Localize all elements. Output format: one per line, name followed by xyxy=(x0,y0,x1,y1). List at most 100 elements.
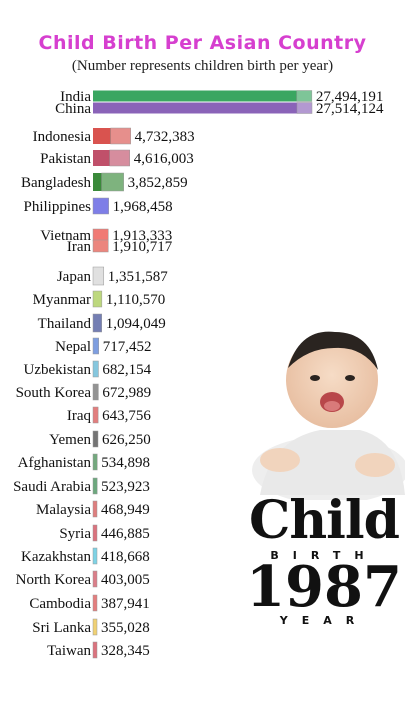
bar-uzbekistan xyxy=(93,361,99,377)
bar-iraq xyxy=(93,407,99,423)
bar-afghanistan xyxy=(93,454,98,470)
category-label: Japan xyxy=(57,269,92,285)
sri-lanka-flag-icon xyxy=(92,618,98,636)
stamp-birth-word: BIRTH xyxy=(270,549,378,562)
stamp-child-word: Child xyxy=(248,490,400,551)
bar-myanmar xyxy=(93,291,102,307)
bar-south-korea xyxy=(93,384,99,400)
category-label: South Korea xyxy=(16,385,92,401)
malaysia-flag-icon xyxy=(92,500,98,518)
myanmar-flag-icon xyxy=(92,290,103,308)
kazakhstan-flag-icon xyxy=(92,547,98,565)
bar-taiwan xyxy=(93,642,97,658)
chart-title: Child Birth Per Asian Country xyxy=(38,32,367,54)
bangladesh-flag-icon xyxy=(101,172,124,192)
value-label: 4,732,383 xyxy=(135,129,195,145)
value-label: 387,941 xyxy=(101,596,150,612)
india-flag-icon xyxy=(296,90,313,102)
iran-flag-icon xyxy=(92,239,109,253)
category-label: Afghanistan xyxy=(18,455,92,471)
category-label: Nepal xyxy=(55,339,91,355)
category-label: Taiwan xyxy=(47,643,91,659)
value-label: 1,351,587 xyxy=(108,269,169,285)
category-label: North Korea xyxy=(16,572,92,588)
value-label: 534,898 xyxy=(101,455,150,471)
value-label: 1,110,570 xyxy=(106,292,165,308)
value-label: 717,452 xyxy=(103,339,152,355)
category-label: Iraq xyxy=(67,408,92,424)
value-label: 672,989 xyxy=(102,385,151,401)
indonesia-flag-icon xyxy=(110,127,131,145)
bar-thailand xyxy=(93,314,102,332)
category-label: Uzbekistan xyxy=(24,362,92,378)
bar-yemen xyxy=(93,431,98,447)
bar-bangladesh xyxy=(93,173,124,191)
nepal-flag-icon xyxy=(92,337,99,355)
category-label: Yemen xyxy=(49,432,91,448)
value-label: 1,910,717 xyxy=(112,239,172,255)
value-label: 27,514,124 xyxy=(316,101,384,117)
bar-saudi-arabia xyxy=(93,478,98,494)
value-label: 682,154 xyxy=(102,362,151,378)
bar-iran xyxy=(93,240,109,252)
value-label: 4,616,003 xyxy=(134,151,194,167)
value-label: 328,345 xyxy=(101,643,150,659)
category-label: Bangladesh xyxy=(21,175,91,191)
value-label: 1,968,458 xyxy=(113,199,173,215)
category-label: Indonesia xyxy=(33,129,92,145)
bar-china xyxy=(93,102,312,114)
category-label: Vietnam xyxy=(40,228,91,244)
taiwan-flag-icon xyxy=(92,641,98,659)
value-label: 1,094,049 xyxy=(106,316,166,332)
value-label: 468,949 xyxy=(101,502,150,518)
pakistan-flag-icon xyxy=(109,149,130,167)
value-label: 403,005 xyxy=(101,572,150,588)
china-flag-icon xyxy=(296,102,313,114)
category-label: China xyxy=(55,101,91,117)
value-label: 523,923 xyxy=(101,479,150,495)
cambodia-flag-icon xyxy=(92,594,98,612)
bar-cambodia xyxy=(93,595,97,611)
bar-vietnam xyxy=(93,229,109,241)
value-label: 626,250 xyxy=(102,432,151,448)
category-label: Syria xyxy=(59,526,91,542)
category-label: Kazakhstan xyxy=(21,549,91,565)
category-label: India xyxy=(60,89,91,105)
afghanistan-flag-icon xyxy=(92,453,98,471)
south-korea-flag-icon xyxy=(92,383,99,401)
stamp-year-number: 1987 xyxy=(246,554,402,620)
philippines-flag-icon xyxy=(92,197,109,215)
category-label: Philippines xyxy=(23,199,91,215)
syria-flag-icon xyxy=(92,524,98,542)
bar-japan xyxy=(93,267,104,285)
uzbekistan-flag-icon xyxy=(92,360,99,378)
stamp-year-word: YEAR xyxy=(279,614,369,627)
value-label: 643,756 xyxy=(102,408,151,424)
category-label: Thailand xyxy=(38,316,92,332)
category-label: Pakistan xyxy=(40,151,91,167)
bar-syria xyxy=(93,525,97,541)
value-label: 446,885 xyxy=(101,526,150,542)
category-label: Myanmar xyxy=(33,292,91,308)
value-label: 3,852,859 xyxy=(128,175,188,191)
chart-subtitle: (Number represents children birth per ye… xyxy=(71,58,334,74)
yemen-flag-icon xyxy=(92,430,99,448)
value-label: 1,913,333 xyxy=(112,228,172,244)
thailand-flag-icon xyxy=(92,313,102,333)
baby-image xyxy=(252,331,405,500)
category-label: Malaysia xyxy=(36,502,91,518)
bar-pakistan xyxy=(93,150,130,166)
bar-nepal xyxy=(93,338,99,354)
vietnam-flag-icon xyxy=(92,228,109,242)
value-label: 355,028 xyxy=(101,620,150,636)
value-label: 418,668 xyxy=(101,549,150,565)
value-label: 27,494,191 xyxy=(316,89,384,105)
year-stamp: Child BIRTH 1987 YEAR xyxy=(244,490,404,628)
category-label: Iran xyxy=(67,239,92,255)
bar-philippines xyxy=(93,198,109,214)
category-label: Sri Lanka xyxy=(32,620,91,636)
north-korea-flag-icon xyxy=(92,570,98,588)
category-label: Cambodia xyxy=(29,596,91,612)
bar-sri-lanka xyxy=(93,619,97,635)
